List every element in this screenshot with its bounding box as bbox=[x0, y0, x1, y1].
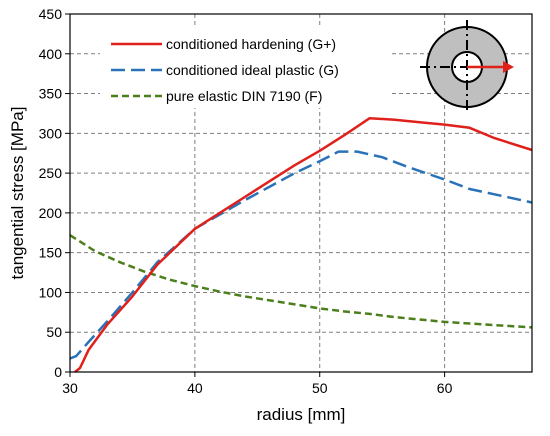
y-tick-label: 350 bbox=[39, 86, 63, 102]
ring-cross-section-icon bbox=[420, 20, 514, 114]
x-tick-label: 50 bbox=[312, 380, 328, 396]
y-axis-label: tangential stress [MPa] bbox=[8, 107, 27, 280]
y-tick-label: 50 bbox=[46, 324, 62, 340]
legend-label-elastic: pure elastic DIN 7190 (F) bbox=[166, 88, 322, 104]
x-tick-label: 40 bbox=[187, 380, 203, 396]
series-line-elastic bbox=[69, 234, 533, 329]
series-line-hardening bbox=[74, 116, 533, 373]
legend: conditioned hardening (G+) conditioned i… bbox=[100, 28, 390, 108]
plot-border bbox=[69, 13, 533, 373]
axis-ticks: 0 50 100 150 200 250 300 350 400 450 30 40 50 60 bbox=[39, 6, 453, 396]
x-tick-label: 60 bbox=[437, 380, 453, 396]
y-tick-label: 150 bbox=[39, 245, 63, 261]
legend-box bbox=[100, 28, 390, 108]
x-axis-label: radius [mm] bbox=[257, 405, 346, 424]
y-tick-label: 250 bbox=[39, 165, 63, 181]
y-tick-label: 100 bbox=[39, 284, 63, 300]
y-tick-label: 0 bbox=[54, 364, 62, 380]
y-tick-label: 400 bbox=[39, 46, 63, 62]
x-tick-label: 30 bbox=[62, 380, 78, 396]
y-tick-label: 200 bbox=[39, 205, 63, 221]
series-group bbox=[69, 116, 533, 373]
legend-label-hardening: conditioned hardening (G+) bbox=[166, 36, 336, 52]
y-tick-label: 300 bbox=[39, 125, 63, 141]
series-line-ideal-plastic bbox=[69, 150, 533, 360]
y-tick-label: 450 bbox=[39, 6, 63, 22]
radius-arrowhead-icon bbox=[503, 61, 514, 73]
legend-label-ideal-plastic: conditioned ideal plastic (G) bbox=[166, 62, 339, 78]
